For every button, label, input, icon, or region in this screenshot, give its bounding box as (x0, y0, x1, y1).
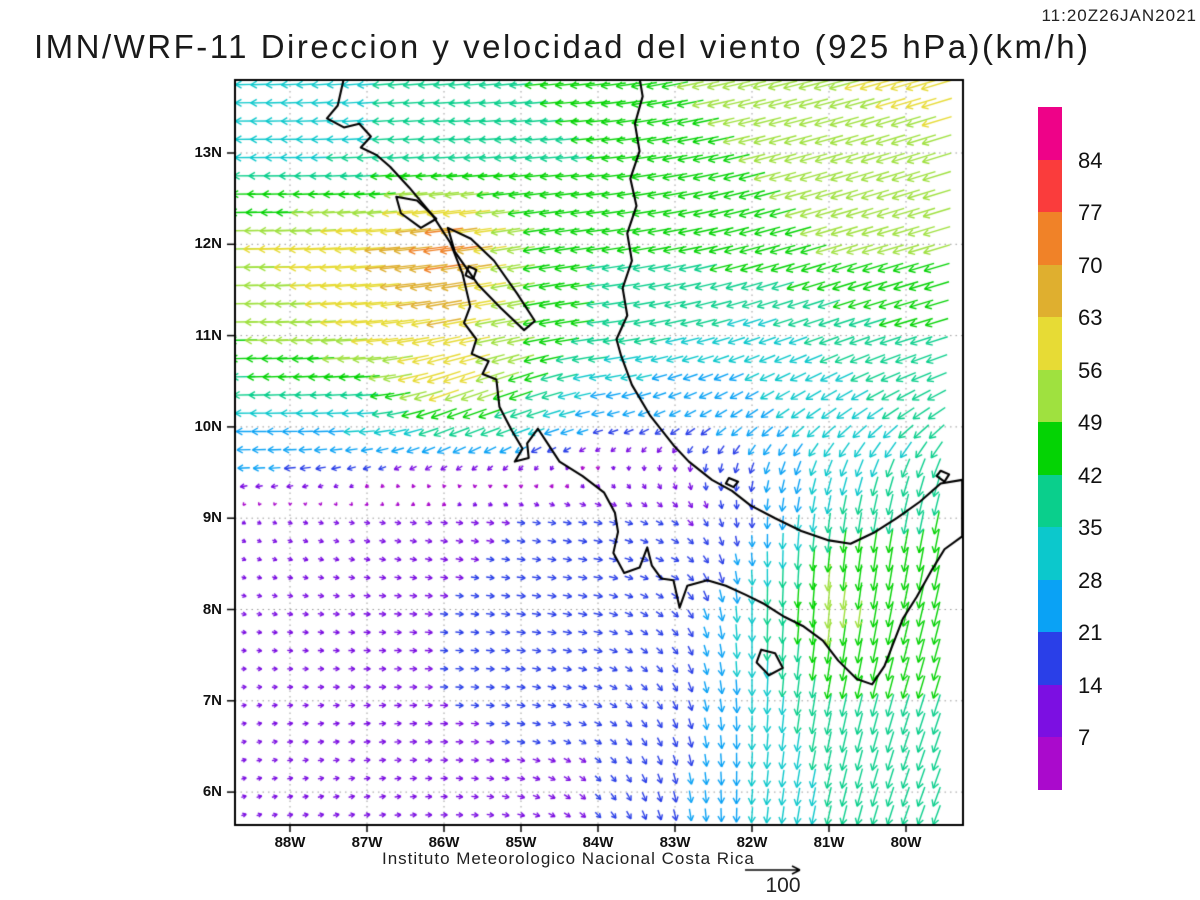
lat-tick-label: 9N (202, 509, 222, 527)
lat-tick-label: 11N (195, 326, 222, 344)
speed-colorbar (1038, 107, 1062, 790)
lat-tick-label: 10N (194, 417, 222, 435)
lat-tick-label: 7N (202, 691, 222, 709)
colorbar-tick-label: 28 (1078, 567, 1103, 593)
colorbar-segment (1038, 212, 1062, 265)
lon-tick-label: 82W (736, 834, 768, 851)
colorbar-segment (1038, 684, 1062, 737)
colorbar-segment (1038, 107, 1062, 160)
reference-arrow-value: 100 (765, 874, 801, 897)
colorbar-segment (1038, 527, 1062, 580)
colorbar-segment (1038, 737, 1062, 790)
page-title: IMN/WRF-11 Direccion y velocidad del vie… (34, 28, 1091, 65)
lat-tick-label: 13N (194, 144, 222, 161)
colorbar-tick-label: 70 (1078, 252, 1103, 278)
lon-tick-label: 85W (505, 834, 537, 851)
lon-tick-label: 83W (659, 834, 691, 851)
colorbar-tick-label: 77 (1078, 200, 1103, 225)
colorbar-tick-label: 49 (1078, 410, 1103, 435)
valid-time-label: 11:20Z26JAN2021 (1041, 6, 1197, 25)
colorbar-tick-label: 56 (1078, 357, 1103, 383)
colorbar-segment (1038, 317, 1062, 370)
colorbar-segment (1038, 632, 1062, 685)
colorbar-tick-label: 21 (1078, 620, 1103, 645)
colorbar-segment (1038, 369, 1062, 422)
colorbar-segment (1038, 422, 1062, 475)
colorbar-tick-label: 35 (1078, 515, 1103, 540)
colorbar-tick-label: 63 (1078, 305, 1103, 330)
institute-label: Instituto Meteorologico Nacional Costa R… (382, 849, 755, 868)
lon-tick-label: 87W (351, 834, 383, 851)
colorbar-segment (1038, 159, 1062, 212)
colorbar-tick-label: 14 (1078, 672, 1103, 698)
colorbar-tick-label: 7 (1078, 725, 1091, 750)
colorbar-tick-label: 42 (1078, 462, 1103, 488)
lat-tick-label: 8N (202, 600, 222, 618)
lon-tick-label: 84W (582, 834, 614, 851)
colorbar-segment (1038, 474, 1062, 527)
lon-tick-label: 88W (274, 834, 306, 851)
colorbar-segment (1038, 264, 1062, 317)
lat-tick-label: 12N (194, 235, 222, 253)
lon-tick-label: 81W (813, 834, 845, 851)
lon-tick-label: 80W (890, 834, 922, 851)
colorbar-tick-label: 84 (1078, 147, 1103, 173)
lat-tick-label: 6N (202, 783, 222, 801)
lon-tick-label: 86W (428, 834, 460, 851)
colorbar-segment (1038, 579, 1062, 632)
